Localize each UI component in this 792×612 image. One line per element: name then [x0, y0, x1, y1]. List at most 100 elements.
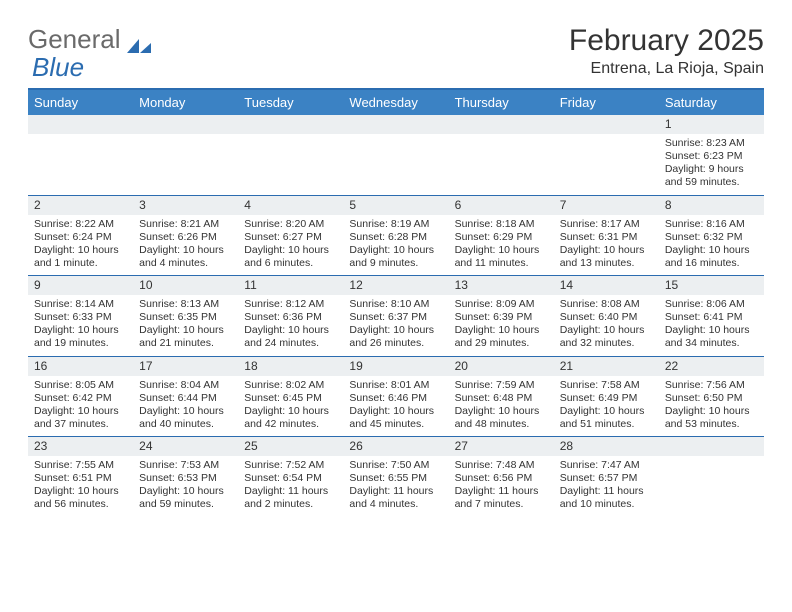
day-line: Daylight: 10 hours and 37 minutes. — [34, 405, 127, 431]
day-line: Sunrise: 8:23 AM — [665, 137, 758, 150]
day-cell: 23Sunrise: 7:55 AMSunset: 6:51 PMDayligh… — [28, 437, 133, 517]
day-number — [659, 437, 764, 456]
day-number: 15 — [659, 276, 764, 295]
day-line: Sunrise: 7:56 AM — [665, 379, 758, 392]
day-line: Daylight: 10 hours and 56 minutes. — [34, 485, 127, 511]
day-line: Sunrise: 7:48 AM — [455, 459, 548, 472]
day-number: 6 — [449, 196, 554, 215]
day-line: Sunrise: 8:08 AM — [560, 298, 653, 311]
day-number: 11 — [238, 276, 343, 295]
day-line: Sunset: 6:53 PM — [139, 472, 232, 485]
day-number: 24 — [133, 437, 238, 456]
day-cell: 11Sunrise: 8:12 AMSunset: 6:36 PMDayligh… — [238, 276, 343, 356]
day-body: Sunrise: 7:48 AMSunset: 6:56 PMDaylight:… — [449, 456, 554, 517]
day-line: Sunrise: 8:13 AM — [139, 298, 232, 311]
day-cell: 12Sunrise: 8:10 AMSunset: 6:37 PMDayligh… — [343, 276, 448, 356]
day-line: Daylight: 11 hours and 7 minutes. — [455, 485, 548, 511]
day-line: Sunset: 6:40 PM — [560, 311, 653, 324]
day-body: Sunrise: 8:02 AMSunset: 6:45 PMDaylight:… — [238, 376, 343, 437]
day-body: Sunrise: 8:10 AMSunset: 6:37 PMDaylight:… — [343, 295, 448, 356]
day-body — [28, 134, 133, 142]
day-line: Daylight: 10 hours and 45 minutes. — [349, 405, 442, 431]
day-cell: 27Sunrise: 7:48 AMSunset: 6:56 PMDayligh… — [449, 437, 554, 517]
day-number — [554, 115, 659, 134]
day-line: Daylight: 10 hours and 53 minutes. — [665, 405, 758, 431]
day-line: Sunset: 6:56 PM — [455, 472, 548, 485]
day-cell — [659, 437, 764, 517]
day-body: Sunrise: 8:12 AMSunset: 6:36 PMDaylight:… — [238, 295, 343, 356]
day-cell — [343, 115, 448, 195]
brand-part1: General — [28, 24, 121, 55]
day-line: Sunset: 6:31 PM — [560, 231, 653, 244]
day-line: Daylight: 11 hours and 10 minutes. — [560, 485, 653, 511]
day-line: Sunrise: 7:59 AM — [455, 379, 548, 392]
weekday-header: Wednesday — [343, 90, 448, 115]
day-body: Sunrise: 8:06 AMSunset: 6:41 PMDaylight:… — [659, 295, 764, 356]
day-line: Daylight: 10 hours and 1 minute. — [34, 244, 127, 270]
day-cell: 8Sunrise: 8:16 AMSunset: 6:32 PMDaylight… — [659, 196, 764, 276]
weekday-header: Monday — [133, 90, 238, 115]
location-label: Entrena, La Rioja, Spain — [569, 60, 764, 78]
day-line: Sunset: 6:29 PM — [455, 231, 548, 244]
day-cell — [554, 115, 659, 195]
day-body: Sunrise: 7:58 AMSunset: 6:49 PMDaylight:… — [554, 376, 659, 437]
day-line: Daylight: 10 hours and 11 minutes. — [455, 244, 548, 270]
day-line: Sunset: 6:35 PM — [139, 311, 232, 324]
calendar: SundayMondayTuesdayWednesdayThursdayFrid… — [28, 88, 764, 517]
day-number: 21 — [554, 357, 659, 376]
day-line: Daylight: 10 hours and 16 minutes. — [665, 244, 758, 270]
day-cell: 22Sunrise: 7:56 AMSunset: 6:50 PMDayligh… — [659, 357, 764, 437]
day-line: Sunrise: 8:14 AM — [34, 298, 127, 311]
day-number: 28 — [554, 437, 659, 456]
day-number: 22 — [659, 357, 764, 376]
page-header: General February 2025 Entrena, La Rioja,… — [0, 0, 792, 88]
day-line: Sunrise: 8:17 AM — [560, 218, 653, 231]
day-number: 4 — [238, 196, 343, 215]
day-body: Sunrise: 8:16 AMSunset: 6:32 PMDaylight:… — [659, 215, 764, 276]
brand-sail-icon — [125, 31, 153, 49]
day-line: Sunset: 6:32 PM — [665, 231, 758, 244]
day-line: Daylight: 10 hours and 59 minutes. — [139, 485, 232, 511]
day-line: Sunrise: 8:22 AM — [34, 218, 127, 231]
day-number: 26 — [343, 437, 448, 456]
day-line: Daylight: 11 hours and 4 minutes. — [349, 485, 442, 511]
day-line: Sunset: 6:45 PM — [244, 392, 337, 405]
day-number: 23 — [28, 437, 133, 456]
day-body — [659, 456, 764, 464]
day-number: 12 — [343, 276, 448, 295]
day-line: Sunrise: 8:12 AM — [244, 298, 337, 311]
day-number — [133, 115, 238, 134]
day-line: Sunset: 6:24 PM — [34, 231, 127, 244]
day-body: Sunrise: 7:56 AMSunset: 6:50 PMDaylight:… — [659, 376, 764, 437]
weekday-header: Tuesday — [238, 90, 343, 115]
day-body — [133, 134, 238, 142]
title-block: February 2025 Entrena, La Rioja, Spain — [569, 24, 764, 78]
day-cell: 7Sunrise: 8:17 AMSunset: 6:31 PMDaylight… — [554, 196, 659, 276]
day-cell: 26Sunrise: 7:50 AMSunset: 6:55 PMDayligh… — [343, 437, 448, 517]
day-cell: 20Sunrise: 7:59 AMSunset: 6:48 PMDayligh… — [449, 357, 554, 437]
day-line: Sunrise: 8:02 AM — [244, 379, 337, 392]
day-cell: 18Sunrise: 8:02 AMSunset: 6:45 PMDayligh… — [238, 357, 343, 437]
day-body: Sunrise: 7:59 AMSunset: 6:48 PMDaylight:… — [449, 376, 554, 437]
day-line: Sunrise: 8:01 AM — [349, 379, 442, 392]
day-line: Sunset: 6:54 PM — [244, 472, 337, 485]
day-line: Sunrise: 8:21 AM — [139, 218, 232, 231]
day-number — [28, 115, 133, 134]
day-line: Sunrise: 8:04 AM — [139, 379, 232, 392]
day-number: 2 — [28, 196, 133, 215]
day-line: Sunrise: 7:47 AM — [560, 459, 653, 472]
day-cell: 1Sunrise: 8:23 AMSunset: 6:23 PMDaylight… — [659, 115, 764, 195]
day-number: 1 — [659, 115, 764, 134]
day-line: Sunset: 6:41 PM — [665, 311, 758, 324]
day-body: Sunrise: 7:52 AMSunset: 6:54 PMDaylight:… — [238, 456, 343, 517]
day-line: Sunrise: 8:09 AM — [455, 298, 548, 311]
day-number: 20 — [449, 357, 554, 376]
day-line: Sunset: 6:57 PM — [560, 472, 653, 485]
day-line: Daylight: 10 hours and 4 minutes. — [139, 244, 232, 270]
day-line: Sunrise: 8:16 AM — [665, 218, 758, 231]
day-body: Sunrise: 8:19 AMSunset: 6:28 PMDaylight:… — [343, 215, 448, 276]
weekday-header: Thursday — [449, 90, 554, 115]
day-line: Sunset: 6:51 PM — [34, 472, 127, 485]
day-body: Sunrise: 8:17 AMSunset: 6:31 PMDaylight:… — [554, 215, 659, 276]
day-line: Sunset: 6:26 PM — [139, 231, 232, 244]
